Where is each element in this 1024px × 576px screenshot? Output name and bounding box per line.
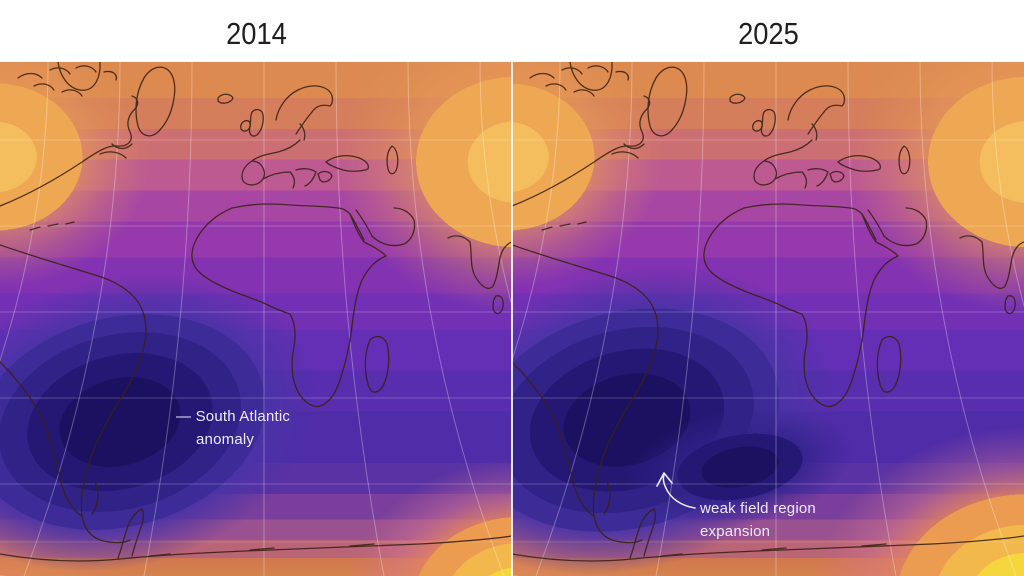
header: 2014 2025 [0, 0, 1024, 62]
panel-divider [511, 62, 513, 576]
map-panel-2025: weak field region expansion [512, 62, 1024, 576]
top-right-strong-field-glow [812, 62, 1024, 347]
year-title-2025: 2025 [737, 15, 799, 51]
expansion-arrowhead-icon [656, 472, 673, 487]
anomaly-label-line1: — South Atlantic [176, 408, 290, 425]
anomaly-expansion-lobe [626, 406, 854, 528]
maps-row: — South Atlantic anomaly weak field regi… [0, 62, 1024, 576]
expansion-arrow-icon [662, 473, 696, 509]
south-atlantic-anomaly-blob [0, 272, 322, 572]
south-atlantic-anomaly-label: — South Atlantic anomaly [176, 408, 290, 448]
anomaly-label-line2: anomaly [196, 431, 254, 448]
map-panel-2014: — South Atlantic anomaly [0, 62, 512, 576]
title-cell-2014: 2014 [0, 0, 512, 62]
title-cell-2025: 2025 [512, 0, 1024, 62]
expansion-label-line1: weak field region [699, 500, 816, 517]
year-title-2014: 2014 [225, 15, 287, 51]
expansion-label-line2: expansion [700, 523, 770, 540]
top-right-strong-field-glow [300, 62, 512, 347]
strong-field-spot [738, 365, 1024, 576]
expansion-annotation: weak field region expansion [656, 472, 816, 540]
strong-field-spot [282, 407, 512, 576]
